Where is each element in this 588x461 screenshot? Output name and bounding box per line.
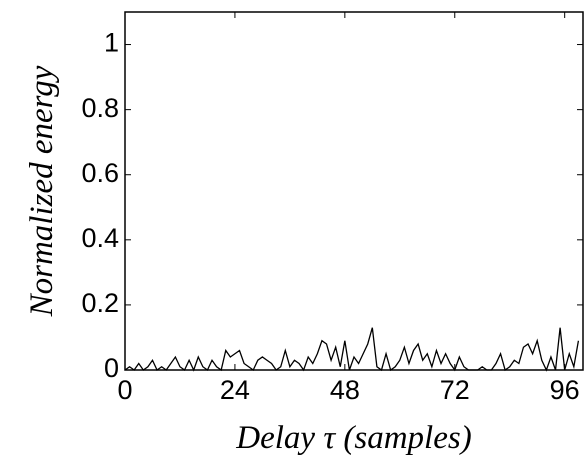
data-line — [124, 327, 580, 372]
y-tick-label: 0 — [104, 353, 119, 383]
x-tick-label: 24 — [220, 375, 250, 405]
x-tick-label: 48 — [330, 375, 360, 405]
y-tick-label: 0.2 — [81, 288, 119, 318]
x-axis-label: Delay τ (samples) — [235, 420, 471, 456]
x-tick-label: 72 — [440, 375, 470, 405]
y-tick-label: 1 — [104, 28, 119, 58]
plot-frame — [124, 11, 584, 371]
x-tick-label: 96 — [550, 375, 580, 405]
y-tick-label: 0.8 — [81, 93, 119, 123]
y-tick-label: 0.4 — [81, 223, 119, 253]
y-tick-label: 0.6 — [81, 158, 119, 188]
x-tick-label: 0 — [117, 375, 132, 405]
y-axis-label: Normalized energy — [24, 65, 60, 317]
